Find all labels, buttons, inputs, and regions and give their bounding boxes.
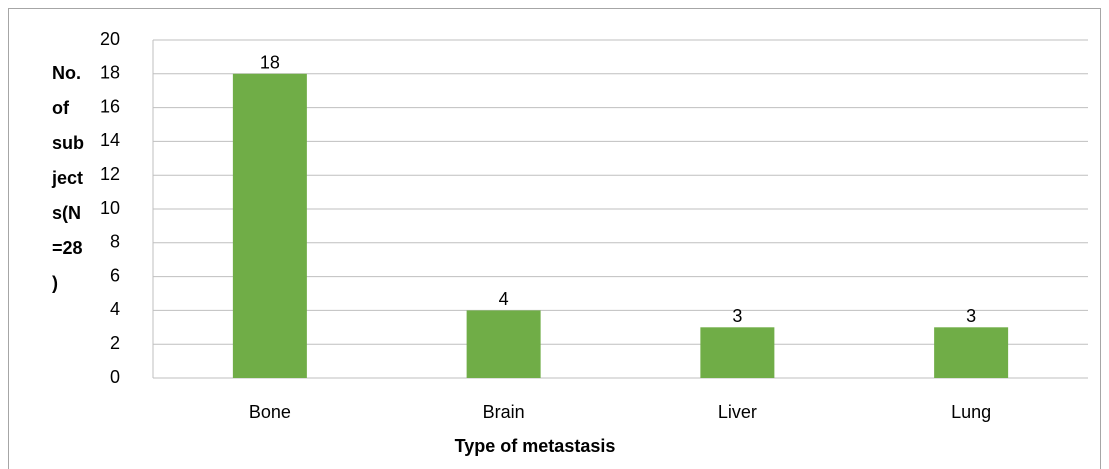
y-axis-label: ) — [52, 273, 58, 293]
y-tick-label: 16 — [100, 96, 120, 116]
data-label: 4 — [499, 289, 509, 309]
x-tick-label: Brain — [483, 402, 525, 422]
y-tick-label: 20 — [100, 29, 120, 49]
y-tick-label: 4 — [110, 299, 120, 319]
y-tick-label: 18 — [100, 63, 120, 83]
data-label: 18 — [260, 53, 280, 73]
y-tick-label: 12 — [100, 164, 120, 184]
y-tick-label: 10 — [100, 198, 120, 218]
bar — [232, 73, 307, 379]
bar — [466, 310, 541, 378]
y-axis-label: =28 — [52, 238, 83, 258]
y-tick-label: 0 — [110, 367, 120, 387]
y-tick-label: 8 — [110, 232, 120, 252]
x-tick-label: Lung — [951, 402, 991, 422]
y-tick-label: 2 — [110, 333, 120, 353]
y-tick-label: 6 — [110, 265, 120, 285]
data-label: 3 — [966, 306, 976, 326]
chart-frame — [8, 8, 1101, 469]
y-axis-label: ject — [51, 168, 83, 188]
y-axis-label: No. — [52, 63, 81, 83]
x-tick-label: Bone — [249, 402, 291, 422]
y-tick-label: 14 — [100, 130, 120, 150]
bar — [700, 327, 775, 378]
data-label: 3 — [732, 306, 742, 326]
y-axis-label: s(N — [52, 203, 81, 223]
bar — [934, 327, 1009, 378]
x-tick-label: Liver — [718, 402, 757, 422]
y-axis-label: of — [52, 98, 70, 118]
x-axis-label: Type of metastasis — [455, 436, 616, 456]
y-axis-label: sub — [52, 133, 84, 153]
